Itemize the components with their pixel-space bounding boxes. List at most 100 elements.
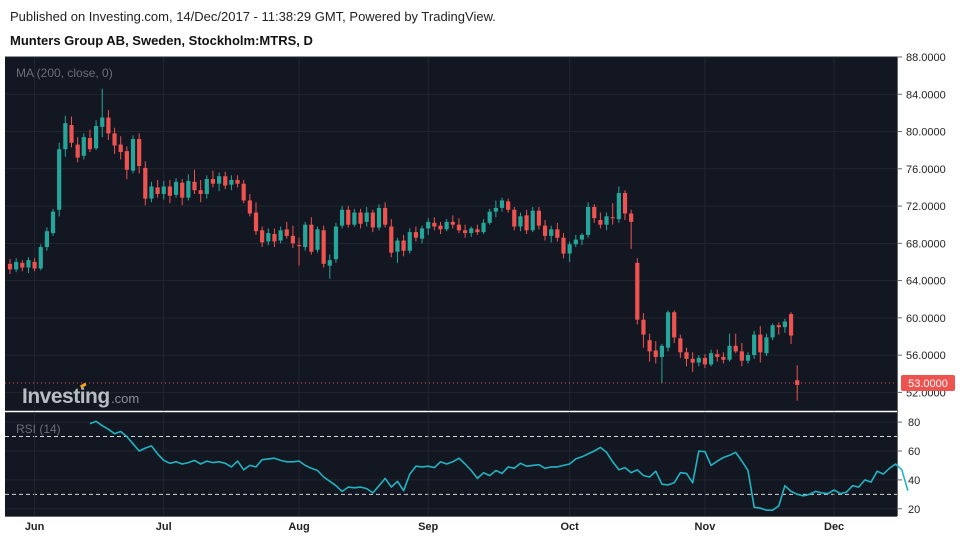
rsi-panel-background	[5, 412, 897, 516]
candle	[770, 323, 775, 341]
candle-body	[395, 240, 400, 252]
candle	[715, 349, 720, 362]
candle-body	[235, 179, 240, 184]
candle-body	[407, 232, 412, 251]
candle	[690, 352, 695, 372]
candle	[75, 137, 80, 163]
candle	[7, 259, 13, 275]
candle	[167, 179, 172, 204]
candle-body	[14, 261, 19, 270]
candle	[204, 175, 209, 199]
candle-body	[659, 345, 664, 357]
candle	[672, 310, 677, 343]
candle-body	[481, 222, 486, 233]
candle-body	[303, 224, 308, 248]
candle	[149, 181, 154, 203]
candle-body	[290, 235, 295, 244]
candle	[573, 234, 578, 248]
candle	[296, 237, 302, 266]
candle-body	[413, 232, 418, 238]
last-price-tag	[901, 375, 955, 392]
candle	[561, 233, 566, 259]
candle	[518, 212, 523, 232]
candle	[192, 169, 197, 194]
candle	[493, 200, 498, 218]
candle-body	[118, 144, 123, 153]
month-tick-label: Aug	[288, 521, 309, 533]
candle	[678, 334, 683, 358]
candle	[106, 110, 111, 140]
candle-body	[739, 351, 744, 361]
candle-body	[549, 229, 554, 236]
candle	[223, 171, 228, 190]
candle-body	[493, 207, 498, 212]
candle	[100, 88, 105, 138]
candle	[229, 175, 234, 191]
candle	[444, 219, 449, 232]
candle	[721, 352, 726, 364]
candle	[266, 228, 271, 246]
candle	[432, 217, 437, 231]
candle	[456, 218, 462, 234]
candle-body	[709, 353, 714, 365]
candle	[161, 180, 166, 200]
candle	[727, 333, 732, 362]
candle-body	[370, 212, 375, 228]
candle-body	[63, 123, 68, 150]
candle	[739, 342, 744, 367]
candle	[26, 257, 31, 274]
candle-body	[512, 209, 517, 227]
candle-body	[419, 228, 425, 239]
candle-body	[579, 234, 585, 240]
rsi-tick-label: 80	[908, 417, 920, 429]
candle	[118, 136, 123, 160]
candle-body	[358, 212, 363, 224]
candle	[63, 115, 68, 157]
candle-body	[555, 229, 560, 238]
candle	[364, 206, 369, 227]
candle	[180, 179, 185, 206]
candle-body	[696, 357, 701, 363]
candle	[57, 142, 62, 217]
candle-body	[309, 224, 314, 252]
candle	[536, 206, 541, 230]
candle-body	[622, 193, 628, 214]
candle-body	[217, 176, 222, 184]
candle-body	[389, 226, 394, 253]
candle-body	[333, 226, 339, 260]
candle	[352, 208, 357, 227]
price-tick-label: 76.0000	[906, 164, 946, 176]
candle	[709, 349, 714, 367]
candle	[622, 190, 628, 221]
candle-body	[204, 179, 209, 194]
candle	[413, 226, 418, 242]
candle	[278, 226, 283, 244]
candle	[327, 254, 332, 279]
candle	[309, 217, 314, 255]
candle-body	[186, 180, 191, 198]
candle	[124, 146, 129, 180]
candle	[629, 209, 634, 249]
candle	[524, 209, 529, 234]
candle-body	[106, 117, 111, 134]
candle	[506, 198, 511, 213]
candle-body	[592, 206, 597, 219]
candle	[530, 206, 535, 233]
candle-body	[364, 212, 369, 222]
candle	[610, 203, 615, 225]
candle	[290, 225, 295, 248]
candle	[69, 116, 74, 148]
candle-body	[376, 207, 382, 228]
last-price-label: 53.0000	[908, 378, 948, 390]
candle-body	[721, 356, 726, 360]
candle-body	[272, 234, 277, 242]
candle	[641, 313, 646, 348]
candle-body	[530, 210, 535, 231]
investing-logo-mark	[79, 382, 87, 389]
candle-body	[536, 210, 541, 226]
candle	[401, 234, 406, 257]
candle	[419, 225, 425, 244]
candle-body	[444, 221, 449, 230]
candle	[358, 208, 363, 229]
